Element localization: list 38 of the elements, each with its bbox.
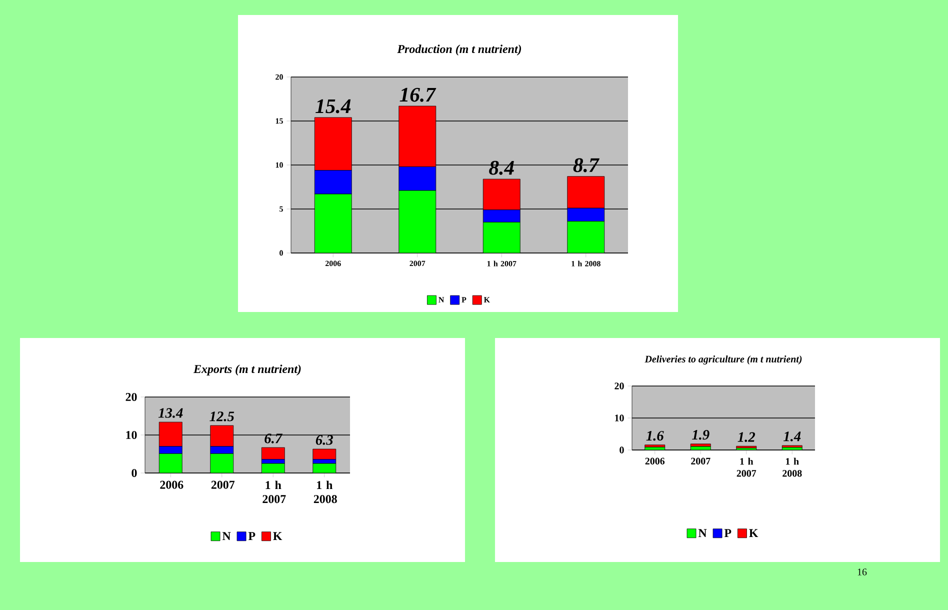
x-tick-label: 1 h 2008 <box>782 458 802 477</box>
bar <box>261 447 285 460</box>
chart-title: Exports (m t nutrient) <box>193 364 301 376</box>
legend-label: P <box>248 532 256 540</box>
total-label: 1.6 <box>646 430 664 441</box>
y-tick-label: 20 <box>614 382 624 390</box>
y-tick-label: 10 <box>615 414 624 422</box>
legend-label: K <box>749 529 758 537</box>
legend-label: K <box>273 532 282 540</box>
legend-label: N <box>222 532 231 540</box>
total-label: 1.9 <box>692 430 710 440</box>
y-tick-label: 10 <box>126 430 137 440</box>
total-label: 6.7 <box>264 434 283 444</box>
chart-title: Production (m t nutrient) <box>397 44 522 56</box>
total-label: 1.4 <box>784 432 801 442</box>
bar <box>312 448 336 460</box>
total-label: 6.3 <box>316 435 333 445</box>
x-tick-label: 2007 <box>691 458 710 464</box>
y-tick-label: 20 <box>126 392 137 402</box>
x-tick-label: 2007 <box>211 480 235 489</box>
x-tick-label: 2006 <box>645 458 665 464</box>
x-tick-label: 1 h 2007 <box>736 458 756 477</box>
text: 16 <box>858 568 867 576</box>
y-tick-label: 0 <box>132 468 137 478</box>
x-tick-label: 1 h 2008 <box>314 480 337 504</box>
total-label: 16.7 <box>400 88 436 102</box>
total-label: 13.4 <box>158 408 183 418</box>
legend-label: P <box>724 529 732 537</box>
bar <box>158 453 182 473</box>
y-tick-label: 0 <box>620 446 624 454</box>
chart-title: Deliveries to agriculture (m t nutrient) <box>644 355 802 364</box>
x-tick-label: 2006 <box>160 480 184 489</box>
total-label: 1.2 <box>738 432 756 442</box>
bar <box>210 453 234 473</box>
total-label: 12.5 <box>210 412 234 422</box>
total-label: 15.4 <box>316 99 351 114</box>
legend-label: N <box>698 529 707 537</box>
x-tick-label: 1 h 2007 <box>262 480 286 504</box>
